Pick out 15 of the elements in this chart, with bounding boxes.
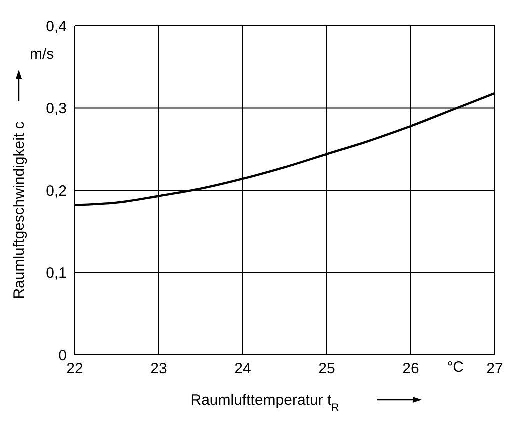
text: °C <box>445 359 466 376</box>
y-tick-label: 0,2 <box>46 182 67 200</box>
x-tick-label: 26 <box>402 360 420 378</box>
y-tick-label: 0 <box>58 347 67 364</box>
y-tick-label: 0,4 <box>46 18 67 36</box>
text: m/s <box>30 46 54 63</box>
x-tick-label: 23 <box>150 360 168 378</box>
x-tick-label: 25 <box>318 360 336 378</box>
y-tick-label: 0,1 <box>46 265 67 282</box>
y-tick-label: 0,3 <box>46 100 67 118</box>
x-tick-label: 27 <box>486 360 504 378</box>
y-axis-title: Raumluftgeschwindigkeit c <box>11 121 28 300</box>
x-axis-title: Raumlufttemperatur t$_{R}$ <box>190 392 340 414</box>
x-tick-label: 24 <box>234 360 252 378</box>
x-tick-label: 22 <box>66 360 84 378</box>
